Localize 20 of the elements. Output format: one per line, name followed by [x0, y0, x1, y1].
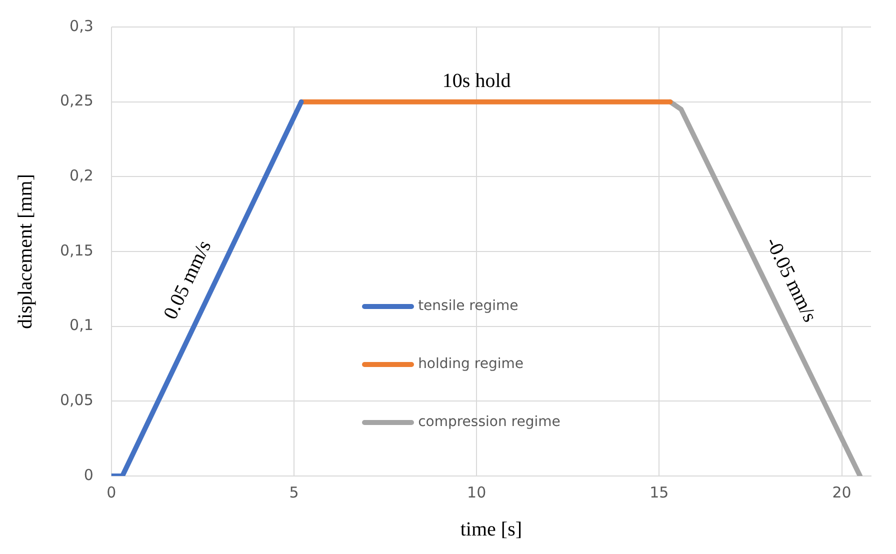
annotation: -0.05 mm/s: [761, 234, 822, 326]
legend-label: tensile regime: [418, 298, 518, 314]
y-tick-label: 0: [84, 466, 94, 484]
y-tick-label: 0,2: [70, 166, 94, 185]
y-tick-label: 0,15: [60, 241, 94, 260]
y-tick-label: 0,05: [60, 391, 94, 410]
legend-label: compression regime: [418, 414, 560, 430]
x-axis-title: time [s]: [460, 518, 522, 540]
y-tick-label: 0,1: [70, 316, 94, 334]
x-tick-label: 5: [289, 483, 299, 502]
y-axis-title: displacement [mm]: [14, 174, 36, 329]
x-tick-label: 0: [106, 483, 116, 502]
annotation: 10s hold: [442, 70, 511, 92]
legend-label: holding regime: [418, 356, 524, 372]
x-tick-label: 10: [467, 483, 486, 502]
y-tick-label: 0,25: [60, 92, 94, 110]
x-tick-label: 20: [832, 483, 852, 502]
y-tick-label: 0,3: [70, 16, 94, 35]
x-tick-label: 15: [650, 483, 669, 502]
annotation: 0.05 mm/s: [160, 236, 216, 323]
